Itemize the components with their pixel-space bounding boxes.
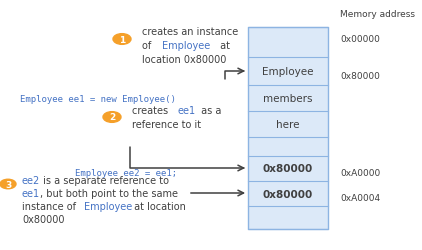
Circle shape: [103, 112, 121, 123]
Text: Employee: Employee: [84, 201, 132, 211]
Text: ee1: ee1: [177, 106, 195, 116]
Text: of: of: [142, 41, 154, 51]
Text: Employee: Employee: [262, 67, 314, 77]
Text: 0x80000: 0x80000: [263, 164, 313, 174]
Text: is a separate reference to: is a separate reference to: [40, 175, 169, 185]
Text: at: at: [217, 41, 230, 51]
Text: members: members: [263, 94, 313, 104]
Text: Employee: Employee: [162, 41, 210, 51]
Text: 1: 1: [119, 35, 125, 44]
Text: creates: creates: [132, 106, 171, 116]
Text: Employee ee2 = ee1;: Employee ee2 = ee1;: [75, 169, 177, 178]
Bar: [248, 28, 328, 229]
Text: ee2: ee2: [22, 175, 40, 185]
Text: instance of: instance of: [22, 201, 79, 211]
Text: Employee ee1 = new Employee(): Employee ee1 = new Employee(): [20, 94, 176, 103]
Text: 0x80000: 0x80000: [263, 189, 313, 199]
Circle shape: [0, 180, 16, 189]
Text: 0x00000: 0x00000: [340, 35, 380, 44]
Text: location 0x80000: location 0x80000: [142, 55, 226, 65]
Text: 3: 3: [5, 180, 11, 189]
Text: 0xA0000: 0xA0000: [340, 168, 380, 177]
Text: reference to it: reference to it: [132, 120, 201, 130]
Text: Memory address: Memory address: [340, 10, 415, 19]
Text: , but both point to the same: , but both point to the same: [40, 188, 178, 198]
Text: as a: as a: [198, 106, 222, 116]
Text: ee1: ee1: [22, 188, 40, 198]
Text: 0x80000: 0x80000: [340, 72, 380, 81]
Circle shape: [113, 34, 131, 45]
Text: 0xA0004: 0xA0004: [340, 193, 380, 202]
Text: at location: at location: [131, 201, 186, 211]
Text: here: here: [276, 120, 300, 130]
Text: 0x80000: 0x80000: [22, 214, 65, 224]
Text: 2: 2: [109, 113, 115, 122]
Text: creates an instance: creates an instance: [142, 27, 238, 37]
